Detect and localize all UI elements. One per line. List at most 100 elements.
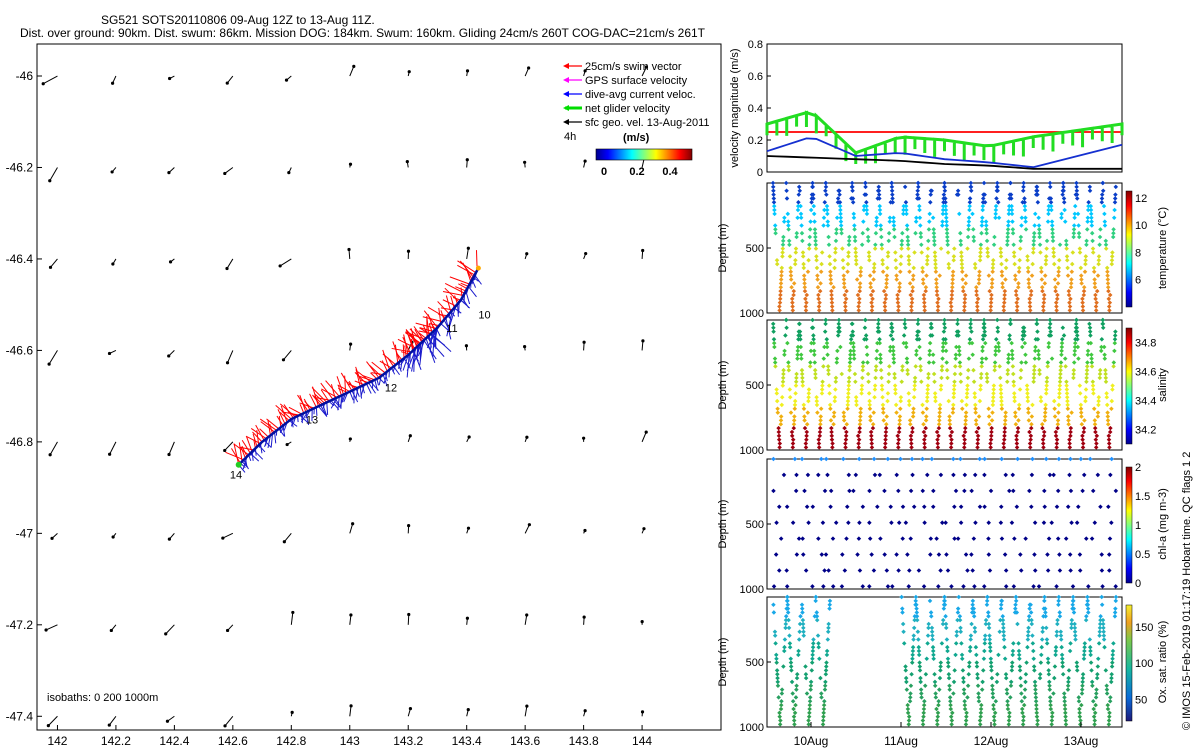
section-data-point <box>907 568 912 573</box>
sfc-vector <box>282 533 292 544</box>
section-data-point <box>889 321 894 327</box>
section-data-point <box>923 433 928 439</box>
sfc-vector-head <box>278 264 282 268</box>
velocity-series-line <box>765 110 1124 164</box>
section-data-point <box>904 356 910 361</box>
section-colorbar-tick: 1 <box>1135 520 1141 532</box>
section-data-point <box>902 317 908 323</box>
section-data-point <box>1014 445 1020 450</box>
section-data-point <box>894 410 899 415</box>
section-data-point <box>1002 425 1008 431</box>
section-data-point <box>866 391 872 396</box>
section-data-point <box>924 398 930 404</box>
swim-vector <box>279 411 290 422</box>
section-data-point <box>810 325 816 330</box>
section-data-point <box>809 340 814 346</box>
section-data-point <box>982 472 987 478</box>
section-data-point <box>1040 441 1046 446</box>
section-data-point <box>810 317 815 323</box>
section-data-point <box>967 337 973 342</box>
section-data-point <box>1093 304 1099 309</box>
sfc-vector <box>641 430 648 443</box>
section-data-point <box>818 406 824 412</box>
speed-colorbar-tick: 0 <box>601 166 607 178</box>
section-data-point <box>936 421 942 427</box>
section-data-point <box>884 273 890 278</box>
section-data-point <box>959 265 965 271</box>
section-data-point <box>802 488 807 494</box>
colorbar-units: (m/s) <box>623 132 650 144</box>
sfc-vector-shaft <box>226 258 234 269</box>
swim-vector <box>366 361 380 379</box>
section-data-point <box>1089 223 1095 228</box>
section-data-point <box>886 371 892 377</box>
section-data-point <box>1074 317 1079 323</box>
sfc-vector <box>225 258 234 271</box>
sfc-vector <box>407 612 411 625</box>
section-data-point <box>844 429 849 435</box>
section-data-point <box>935 445 941 450</box>
sfc-vector <box>407 524 411 534</box>
section-data-point <box>1039 277 1045 282</box>
section-data-point <box>1095 410 1101 415</box>
swim-vector <box>321 388 338 398</box>
sfc-vector <box>405 160 409 168</box>
sfc-vector <box>582 340 586 351</box>
swim-vector <box>458 283 468 290</box>
section-data-point <box>914 348 919 354</box>
sfc-vector <box>349 64 356 77</box>
sfc-vector-head <box>168 260 173 264</box>
section-data-point <box>1103 371 1108 377</box>
section-data-point <box>1002 437 1007 442</box>
swim-vector <box>444 287 460 303</box>
section-data-point <box>884 281 889 286</box>
section-data-point <box>833 379 839 385</box>
section-data-point <box>882 304 888 309</box>
section-data-point <box>962 292 968 298</box>
section-data-point <box>869 441 875 446</box>
section-data-point <box>801 402 807 408</box>
section-data-point <box>1111 230 1116 236</box>
section-y-tick-label: 1000 <box>740 308 764 320</box>
section-data-point <box>1025 391 1030 396</box>
sfc-vector <box>583 69 587 77</box>
section-data-point <box>951 391 957 396</box>
section-data-point <box>824 340 830 346</box>
section-data-point <box>936 552 942 557</box>
section-data-point <box>960 284 966 290</box>
section-data-point <box>1004 257 1009 263</box>
section-data-point <box>1023 215 1028 221</box>
section-data-point <box>993 344 999 350</box>
section-data-point <box>949 292 955 298</box>
section-data-point <box>793 257 798 263</box>
section-data-point <box>851 352 857 358</box>
section-data-point <box>1011 584 1017 589</box>
section-data-point <box>1096 261 1101 267</box>
section-data-point <box>909 441 914 446</box>
section-data-point <box>871 269 877 275</box>
section-data-point <box>778 536 784 541</box>
section-data-point <box>844 421 850 427</box>
section-data-point <box>843 441 848 446</box>
section-data-point <box>965 375 971 381</box>
section-data-point <box>858 414 863 419</box>
section-data-point <box>1093 308 1099 313</box>
swim-vector <box>466 270 472 282</box>
section-data-point <box>858 269 864 275</box>
sfc-vector <box>287 167 292 175</box>
section-data-point <box>895 433 900 439</box>
sfc-vector-head <box>107 351 112 356</box>
current-vector <box>320 405 328 417</box>
section-data-point <box>1097 242 1102 248</box>
section-data-point <box>1013 421 1019 427</box>
legend-label: net glider velocity <box>585 103 670 115</box>
section-data-point <box>962 488 967 494</box>
section-data-point <box>1022 203 1028 209</box>
swim-vector <box>402 344 405 359</box>
section-data-point <box>855 433 861 439</box>
sfc-vector <box>641 248 645 259</box>
section-data-point <box>921 584 927 589</box>
sfc-vector-head <box>582 436 586 440</box>
section-data-point <box>977 398 983 404</box>
sfc-vector-head <box>47 362 51 366</box>
